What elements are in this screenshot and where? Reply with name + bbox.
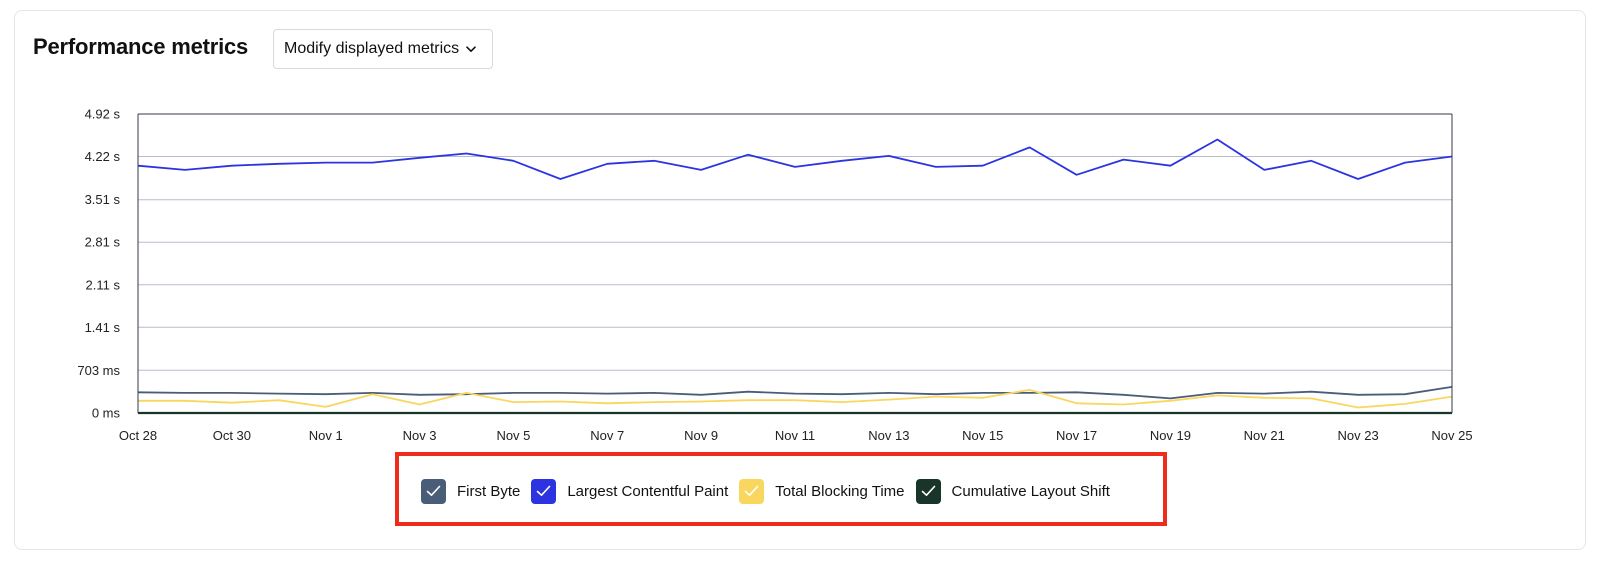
x-tick-label: Nov 23	[1338, 428, 1379, 443]
modify-button-label: Modify displayed metrics	[284, 40, 460, 57]
x-tick-label: Nov 15	[962, 428, 1003, 443]
y-tick-label: 2.81 s	[85, 235, 121, 250]
chart-frame	[137, 113, 1453, 413]
first-byte-checkbox[interactable]	[421, 478, 446, 504]
legend-highlight-box	[395, 452, 1167, 526]
chart-legend: First Byte Largest Contentful Paint Tota…	[421, 478, 1121, 504]
total-blocking-time-checkbox[interactable]	[739, 478, 765, 504]
x-tick-label: Oct 30	[213, 428, 251, 443]
y-tick-label: 0 ms	[92, 406, 121, 421]
x-tick-label: Oct 28	[119, 428, 157, 443]
page-title: Performance metrics	[33, 34, 249, 59]
x-tick-label: Nov 9	[684, 428, 718, 443]
y-tick-label: 2.11 s	[86, 277, 121, 292]
x-tick-label: Nov 19	[1150, 428, 1191, 443]
y-tick-label: 4.92 s	[85, 107, 121, 122]
series-line-largest-contentful-paint	[137, 138, 1453, 180]
y-tick-label: 4.22 s	[85, 149, 121, 164]
legend-item-largest-contentful-paint[interactable]: Largest Contentful Paint	[531, 478, 729, 504]
y-tick-label: 1.41 s	[85, 320, 121, 335]
performance-metrics-card: Performance metrics Modify displayed met…	[14, 10, 1586, 550]
chart-grid	[138, 113, 1452, 414]
legend-label-largest-contentful-paint: Largest Contentful Paint	[567, 482, 729, 500]
legend-label-cumulative-layout-shift: Cumulative Layout Shift	[951, 482, 1110, 500]
y-tick-label: 3.51 s	[85, 192, 121, 207]
x-axis-labels: Oct 28 Oct 30 Nov 1 Nov 3 Nov 5 Nov 7 Nov 9 Nov…	[119, 428, 1473, 443]
chevron-down-icon	[466, 45, 476, 53]
x-tick-label: Nov 25	[1431, 428, 1472, 443]
x-tick-label: Nov 3	[403, 428, 437, 443]
x-tick-label: Nov 7	[590, 428, 624, 443]
largest-contentful-paint-checkbox[interactable]	[531, 478, 557, 504]
y-axis-labels: 0 ms 703 ms 1.41 s 2.11 s 2.81 s 3.51 s 4.22 s…	[77, 107, 120, 421]
x-tick-label: Nov 17	[1056, 428, 1097, 443]
cumulative-layout-shift-checkbox[interactable]	[915, 478, 941, 504]
x-tick-label: Nov 1	[309, 428, 343, 443]
x-tick-label: Nov 13	[868, 428, 909, 443]
check-icon	[921, 485, 935, 496]
legend-item-total-blocking-time[interactable]: Total Blocking Time	[739, 478, 905, 504]
modify-displayed-metrics-button[interactable]: Modify displayed metrics	[273, 29, 493, 69]
y-tick-label: 703 ms	[77, 363, 120, 378]
legend-item-cumulative-layout-shift[interactable]: Cumulative Layout Shift	[915, 478, 1110, 504]
check-icon	[537, 485, 551, 496]
check-icon	[744, 485, 759, 496]
x-tick-label: Nov 11	[775, 428, 815, 443]
series-line-first-byte	[137, 386, 1453, 400]
x-tick-label: Nov 5	[496, 428, 530, 443]
legend-label-first-byte: First Byte	[457, 482, 521, 500]
series-line-total-blocking-time	[138, 388, 1453, 409]
legend-item-first-byte[interactable]: First Byte	[421, 478, 521, 504]
x-tick-label: Nov 21	[1244, 428, 1285, 443]
legend-label-total-blocking-time: Total Blocking Time	[775, 482, 905, 500]
check-icon	[426, 485, 441, 496]
chart-series-lines	[137, 138, 1453, 415]
